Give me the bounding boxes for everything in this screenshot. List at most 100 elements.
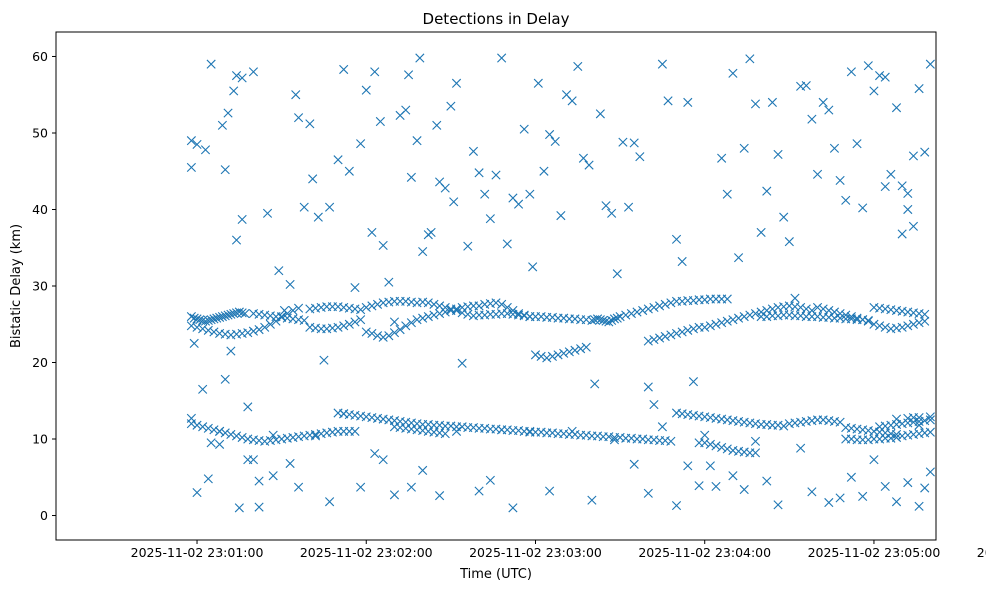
data-point [779, 421, 789, 431]
data-point [389, 490, 400, 500]
data-point [796, 302, 806, 313]
data-point [908, 319, 919, 329]
data-point [198, 384, 208, 394]
data-point [903, 204, 913, 215]
data-point [209, 425, 219, 435]
data-point [671, 328, 682, 339]
data-point [750, 308, 761, 319]
data-point [629, 459, 639, 469]
data-point [502, 239, 512, 249]
data-point [220, 311, 230, 321]
data-point [880, 181, 890, 192]
data-point [750, 436, 761, 446]
data-point [308, 174, 318, 184]
data-point [446, 304, 456, 314]
data-point [655, 301, 665, 311]
data-point [412, 315, 422, 325]
data-point [209, 327, 219, 337]
data-point [705, 461, 715, 471]
data-point [415, 53, 425, 63]
x-tick-label: 2025-11-02 23:03:00 [469, 545, 602, 560]
data-point [638, 305, 648, 316]
data-point [288, 305, 298, 316]
data-point [880, 481, 890, 492]
data-point [291, 90, 301, 100]
data-point [474, 301, 484, 311]
data-point [841, 310, 851, 320]
data-point [279, 305, 290, 316]
data-point [480, 189, 490, 199]
data-point [513, 199, 524, 209]
data-point [773, 500, 783, 510]
data-point [356, 315, 366, 325]
data-point [192, 314, 202, 324]
data-point [265, 319, 275, 329]
data-point [234, 503, 244, 513]
data-point [231, 235, 242, 245]
data-point [824, 105, 834, 115]
data-point [869, 86, 879, 96]
data-point [429, 299, 439, 309]
data-point [677, 327, 687, 337]
data-point [463, 241, 473, 251]
data-point [285, 279, 295, 290]
data-point [412, 136, 422, 146]
data-point [657, 59, 667, 69]
data-point [607, 208, 617, 218]
data-point [567, 96, 577, 106]
data-point [807, 487, 817, 497]
data-point [609, 314, 620, 324]
data-point [750, 448, 761, 458]
data-point [508, 305, 518, 316]
data-point [319, 355, 329, 365]
data-point [545, 129, 555, 140]
data-point [601, 201, 611, 211]
x-tick-label: 2025-11-02 23:02:00 [300, 545, 433, 560]
data-point [671, 500, 682, 511]
y-axis-label: Bistatic Delay (km) [9, 224, 24, 348]
data-point [519, 124, 529, 134]
data-point [717, 442, 727, 453]
data-point [666, 330, 676, 340]
data-point [237, 308, 247, 318]
data-point [325, 202, 335, 212]
data-point [333, 155, 343, 165]
data-point [773, 149, 783, 159]
data-point [237, 73, 247, 83]
data-point [756, 227, 766, 238]
data-point [553, 350, 563, 360]
data-point [717, 153, 727, 163]
data-point [925, 467, 935, 477]
data-point [192, 322, 202, 332]
data-point [663, 96, 673, 106]
data-point [215, 312, 225, 322]
data-point [635, 152, 645, 162]
data-point [497, 53, 507, 63]
data-point [722, 316, 732, 326]
data-point [835, 493, 845, 503]
y-tick-label: 60 [32, 49, 48, 64]
data-point [243, 402, 253, 412]
data-point [920, 316, 930, 326]
data-point [429, 310, 439, 320]
data-point [700, 322, 710, 332]
data-point [767, 97, 777, 107]
data-point [268, 471, 278, 481]
data-point [262, 208, 273, 218]
data-point [615, 312, 625, 322]
data-point [435, 491, 445, 501]
data-point [852, 313, 862, 323]
y-tick-label: 0 [40, 508, 48, 523]
data-point [468, 146, 479, 156]
data-point [525, 427, 535, 437]
data-point [536, 351, 546, 361]
data-point [356, 305, 366, 315]
data-point [858, 203, 868, 213]
data-point [547, 351, 557, 361]
data-point [361, 85, 371, 95]
data-point [370, 448, 380, 459]
data-point [621, 310, 631, 320]
data-point [829, 143, 840, 153]
data-point [206, 59, 216, 69]
data-point [908, 413, 919, 423]
